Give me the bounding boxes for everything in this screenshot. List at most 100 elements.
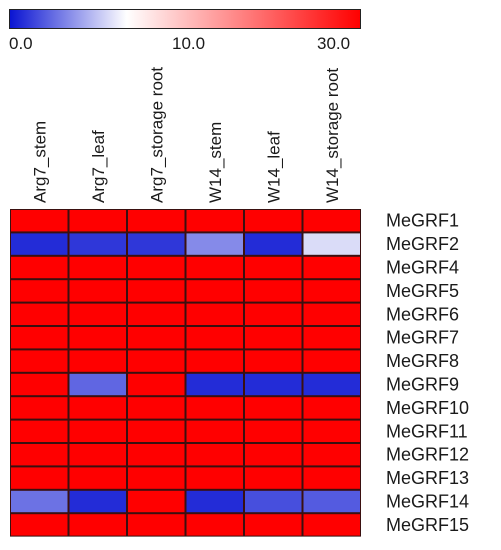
heatmap-cell [186,444,243,466]
heatmap-cell [245,467,302,489]
heatmap-cell [11,490,68,513]
heatmap-cell [69,444,126,466]
heatmap-cell [69,490,126,513]
heatmap-cell [186,327,243,349]
heatmap-cell [11,280,68,302]
heatmap-cell [303,303,360,325]
heatmap-cell [128,514,185,536]
heatmap-cell [11,397,68,419]
heatmap-cell [186,514,243,536]
column-label: W14_storage root [323,68,342,203]
heatmap-cell [69,210,126,232]
heatmap-cell [245,373,302,396]
column-label: W14_stem [206,122,225,203]
heatmap-cell [69,280,126,302]
heatmap-cell [245,420,302,442]
heatmap-cell [128,397,185,419]
heatmap-cell [303,327,360,349]
heatmap-cell [69,514,126,536]
heatmap-cell [11,420,68,442]
heatmap-cell [11,467,68,489]
heatmap-cell [11,233,68,255]
heatmap-cell [186,210,243,232]
heatmap-cell [186,350,243,372]
heatmap-cell [69,327,126,349]
heatmap-cell [303,467,360,489]
heatmap-cell [186,420,243,442]
heatmap-cell [245,490,302,513]
heatmap-cell [69,467,126,489]
row-label: MeGRF2 [386,234,459,254]
heatmap-cell [303,490,360,513]
row-label: MeGRF13 [386,468,469,488]
heatmap-cell [69,303,126,325]
heatmap-cell [69,233,126,255]
heatmap-cell [245,444,302,466]
heatmap-cell [303,420,360,442]
heatmap-cell [245,210,302,232]
heatmap-cell [11,327,68,349]
heatmap-cell [69,420,126,442]
heatmap-cell [245,327,302,349]
heatmap-cell [303,444,360,466]
heatmap-cell [11,444,68,466]
heatmap-cell [69,256,126,279]
heatmap-cell [128,373,185,396]
column-label: W14_leaf [264,131,283,203]
heatmap-cell [11,350,68,372]
heatmap-cell [11,514,68,536]
heatmap-cell [245,256,302,279]
heatmap-cell [186,467,243,489]
row-label: MeGRF12 [386,445,469,465]
heatmap-grid-background [10,209,361,537]
heatmap-cell [303,256,360,279]
heatmap-cell [128,327,185,349]
heatmap-cell [128,350,185,372]
column-label: Arg7_storage root [147,67,166,203]
heatmap-cell [186,490,243,513]
heatmap-cell [186,397,243,419]
heatmap-cell [128,256,185,279]
heatmap-cell [303,350,360,372]
column-label: Arg7_leaf [89,130,108,203]
heatmap-cell [186,256,243,279]
heatmap-cell [128,280,185,302]
color-scale-bar [9,9,361,29]
heatmap-cell [303,233,360,255]
heatmap-cell [128,490,185,513]
row-label: MeGRF4 [386,258,459,278]
scale-max-label: 30.0 [317,34,351,53]
heatmap-cell [245,303,302,325]
row-label: MeGRF11 [386,421,468,441]
heatmap-cell [11,373,68,396]
heatmap-cell [303,397,360,419]
heatmap-cell [303,280,360,302]
row-label: MeGRF7 [386,328,459,348]
row-label: MeGRF5 [386,281,459,301]
row-label: MeGRF9 [386,375,459,395]
heatmap-cell [11,210,68,232]
row-label: MeGRF8 [386,351,459,371]
heatmap-cell [128,303,185,325]
heatmap-cell [69,373,126,396]
heatmap-cell [303,373,360,396]
heatmap-cell [69,350,126,372]
row-label: MeGRF1 [386,211,459,231]
column-label: Arg7_stem [30,121,49,203]
scale-min-label: 0.0 [9,34,33,53]
heatmap-cell [245,233,302,255]
heatmap-cell [245,397,302,419]
row-label: MeGRF14 [386,492,469,512]
heatmap-cell [11,256,68,279]
heatmap-cell [128,210,185,232]
heatmap-cell [245,350,302,372]
heatmap-cell [186,373,243,396]
heatmap-cell [11,303,68,325]
heatmap-cell [69,397,126,419]
scale-mid-label: 10.0 [172,34,206,53]
row-label: MeGRF15 [386,515,469,535]
heatmap-cell [186,280,243,302]
heatmap-cell [128,420,185,442]
heatmap-cell [128,467,185,489]
